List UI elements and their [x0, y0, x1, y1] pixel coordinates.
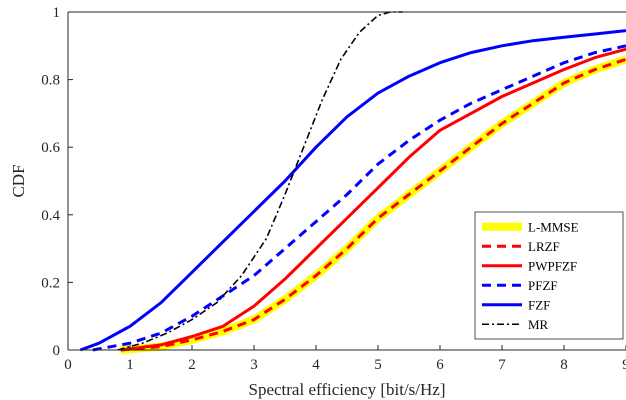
x-tick-label: 7	[498, 357, 506, 373]
y-axis-title: CDF	[9, 164, 28, 197]
y-tick-label: 0	[53, 343, 61, 359]
axes-layer: 0 1 2 3 4 5 6 7 8 9 0 0.2 0.4 0.6 0.8 1	[41, 5, 626, 373]
series-line-mr	[117, 11, 403, 351]
x-tick-label: 6	[436, 357, 444, 373]
y-tick-label: 1	[53, 5, 61, 21]
x-tick-label: 2	[188, 357, 196, 373]
x-tick-label: 1	[126, 357, 134, 373]
series-line-fzf	[79, 29, 626, 352]
x-tick-label: 9	[622, 357, 626, 373]
legend-label: PFZF	[528, 278, 558, 293]
legend-label: LRZF	[528, 239, 560, 254]
legend-label: L-MMSE	[528, 219, 579, 234]
x-tick-label: 0	[64, 357, 72, 373]
y-tick-label: 0.6	[41, 140, 60, 156]
legend-label: MR	[528, 317, 549, 332]
y-tick-label: 0.8	[41, 73, 60, 89]
x-tick-label: 8	[560, 357, 568, 373]
legend-label: PWPFZF	[528, 258, 577, 273]
y-tick-label: 0.4	[41, 208, 60, 224]
x-tick-label: 3	[250, 357, 258, 373]
y-tick-label: 0.2	[41, 275, 60, 291]
series-line-pfzf	[92, 44, 626, 352]
legend-box	[474, 211, 624, 340]
legend: L-MMSE LRZF PWPFZF PFZF FZF MR	[474, 211, 624, 340]
legend-label: FZF	[528, 297, 550, 312]
x-tick-label: 4	[312, 357, 320, 373]
x-axis-title: Spectral efficiency [bit/s/Hz]	[249, 380, 446, 399]
series-line-pwpfzf	[120, 47, 626, 352]
series-line-lrzf	[120, 57, 626, 352]
x-tick-label: 5	[374, 357, 382, 373]
series-layer	[79, 11, 626, 354]
